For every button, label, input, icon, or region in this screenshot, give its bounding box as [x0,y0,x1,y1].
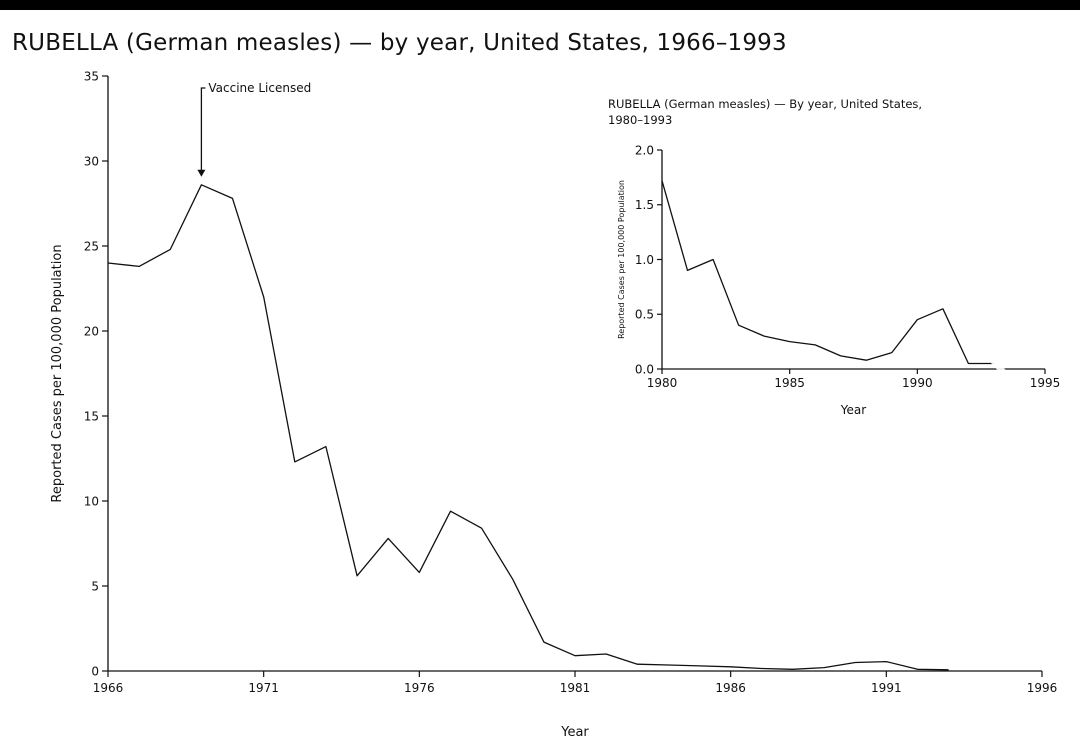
main-x-axis-label: Year [560,725,589,740]
main-y-tick-label: 5 [91,579,99,593]
annotation-text: Vaccine Licensed [208,81,311,95]
main-x-tick-label: 1971 [248,681,279,695]
inset-series-line [661,180,994,365]
inset-y-tick-label: 2.0 [635,143,654,157]
main-y-tick-label: 30 [84,154,99,168]
previous-image-button[interactable] [52,350,108,406]
annotation-arrow-line [200,87,206,171]
inset-title: RUBELLA (German measles) — By year, Unit… [608,97,922,111]
chart-title: RUBELLA (German measles) — by year, Unit… [12,30,787,56]
inset-x-tick-label: 1985 [774,376,805,390]
main-y-axis-label: Reported Cases per 100,000 Population [50,244,65,502]
inset-y-tick-label: 0.5 [635,308,654,322]
inset-x-tick-label: 1980 [647,376,678,390]
main-y-tick-label: 0 [91,664,99,678]
main-x-tick-label: 1976 [404,681,435,695]
inset-y-tick-label: 1.0 [635,253,654,267]
inset-x-tick-label: 1995 [1030,376,1061,390]
main-y-tick-label: 20 [84,324,99,338]
main-x-tick-label: 1966 [93,681,124,695]
main-x-tick-label: 1981 [560,681,591,695]
inset-x-axis-label: Year [840,403,866,417]
main-y-tick-label: 25 [84,239,99,253]
main-y-tick-label: 10 [84,494,99,508]
main-x-tick-label: 1986 [715,681,746,695]
main-series-line [107,184,949,671]
main-y-tick-label: 35 [84,69,99,83]
main-x-tick-label: 1996 [1027,681,1058,695]
inset-title-line2: 1980–1993 [608,113,672,127]
main-x-tick-label: 1991 [871,681,902,695]
annotation-arrow-head [197,169,206,177]
next-image-button[interactable] [974,353,1030,409]
top-bar [0,0,1080,10]
inset-x-tick-label: 1990 [902,376,933,390]
chevron-left-icon [67,356,91,400]
inset-y-tick-label: 0.0 [635,362,654,376]
inset-y-axis-label: Reported Cases per 100,000 Population [617,180,626,339]
chevron-right-icon [991,359,1015,403]
inset-y-tick-label: 1.5 [635,198,654,212]
main-y-tick-label: 15 [84,409,99,423]
